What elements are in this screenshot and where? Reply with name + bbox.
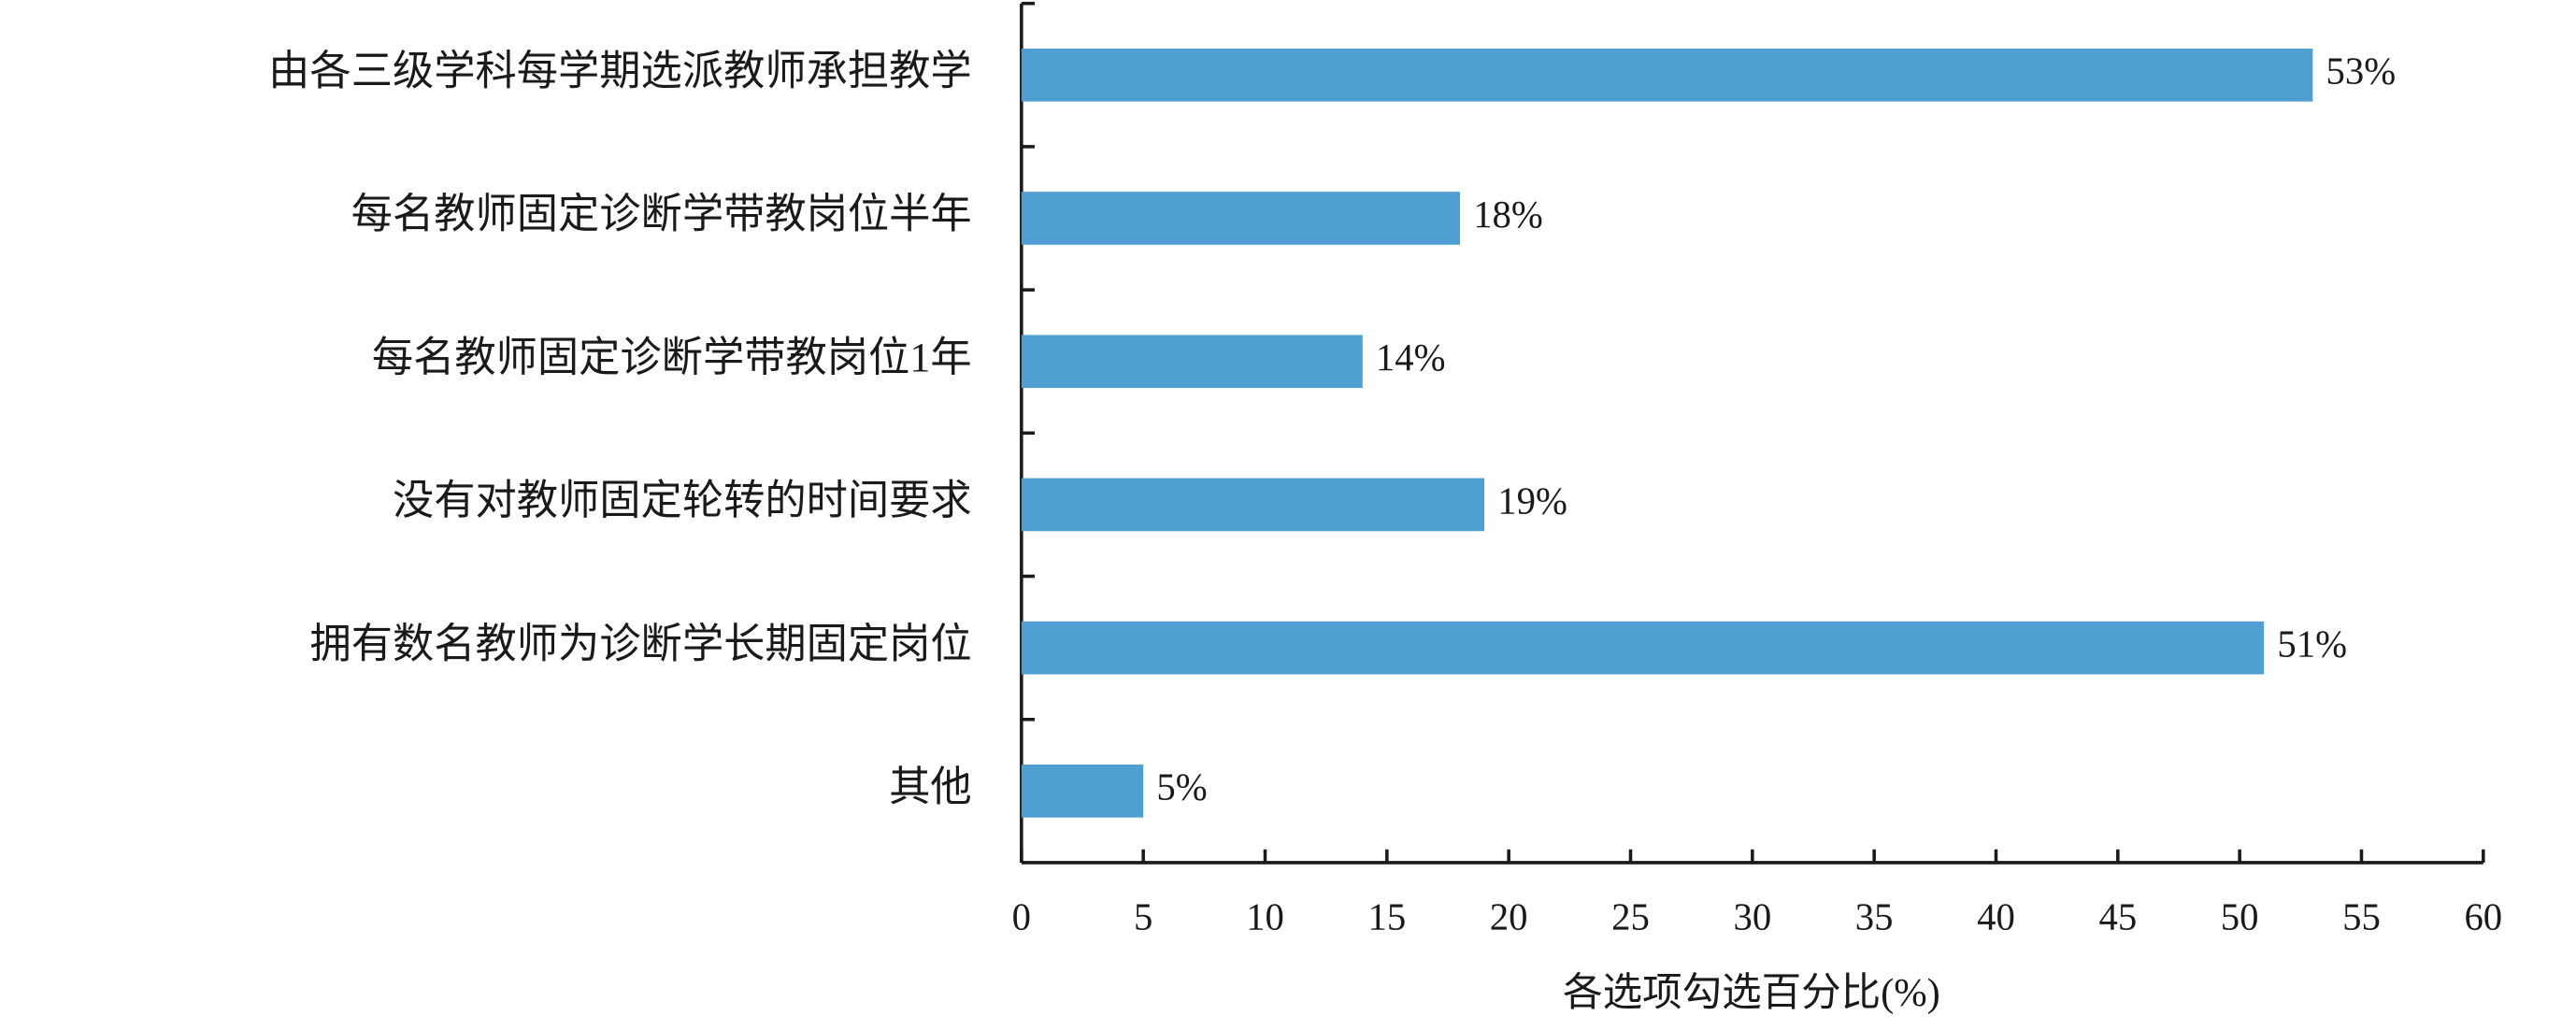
x-tick-label: 20 (1490, 895, 1528, 937)
y-tick-label: 拥有数名教师为诊断学长期固定岗位 (309, 621, 971, 666)
y-tick-label: 由各三级学科每学期选派教师承担教学 (268, 48, 972, 93)
value-label: 51% (2277, 622, 2347, 665)
bar (1021, 192, 1461, 245)
x-axis-label: 各选项勾选百分比(%) (1563, 971, 1940, 1015)
x-tick-label: 60 (2464, 895, 2502, 937)
y-tick-label: 每名教师固定诊断学带教岗位半年 (351, 192, 972, 237)
x-tick-label: 0 (1012, 895, 1031, 937)
bar (1021, 48, 2313, 102)
bar (1021, 478, 1485, 532)
x-tick-label: 35 (1855, 895, 1894, 937)
x-tick-label: 25 (1611, 895, 1650, 937)
y-tick-label: 每名教师固定诊断学带教岗位1年 (372, 335, 972, 380)
x-tick-label: 45 (2098, 895, 2137, 937)
bar (1021, 765, 1144, 818)
x-tick-label: 10 (1246, 895, 1284, 937)
x-tick-label: 55 (2342, 895, 2381, 937)
x-tick-label: 50 (2221, 895, 2259, 937)
y-tick-label: 没有对教师固定轮转的时间要求 (393, 478, 972, 523)
y-tick-label: 其他 (889, 765, 972, 810)
value-label: 5% (1156, 766, 1207, 808)
x-tick-label: 40 (1977, 895, 2015, 937)
bar (1021, 621, 2265, 675)
x-tick-label: 5 (1134, 895, 1152, 937)
value-label: 14% (1376, 336, 1446, 379)
x-tick-label: 30 (1733, 895, 1771, 937)
value-label: 53% (2326, 50, 2397, 93)
bar (1021, 335, 1363, 389)
value-label: 18% (1473, 193, 1543, 236)
x-tick-label: 15 (1367, 895, 1406, 937)
value-label: 19% (1497, 479, 1567, 522)
